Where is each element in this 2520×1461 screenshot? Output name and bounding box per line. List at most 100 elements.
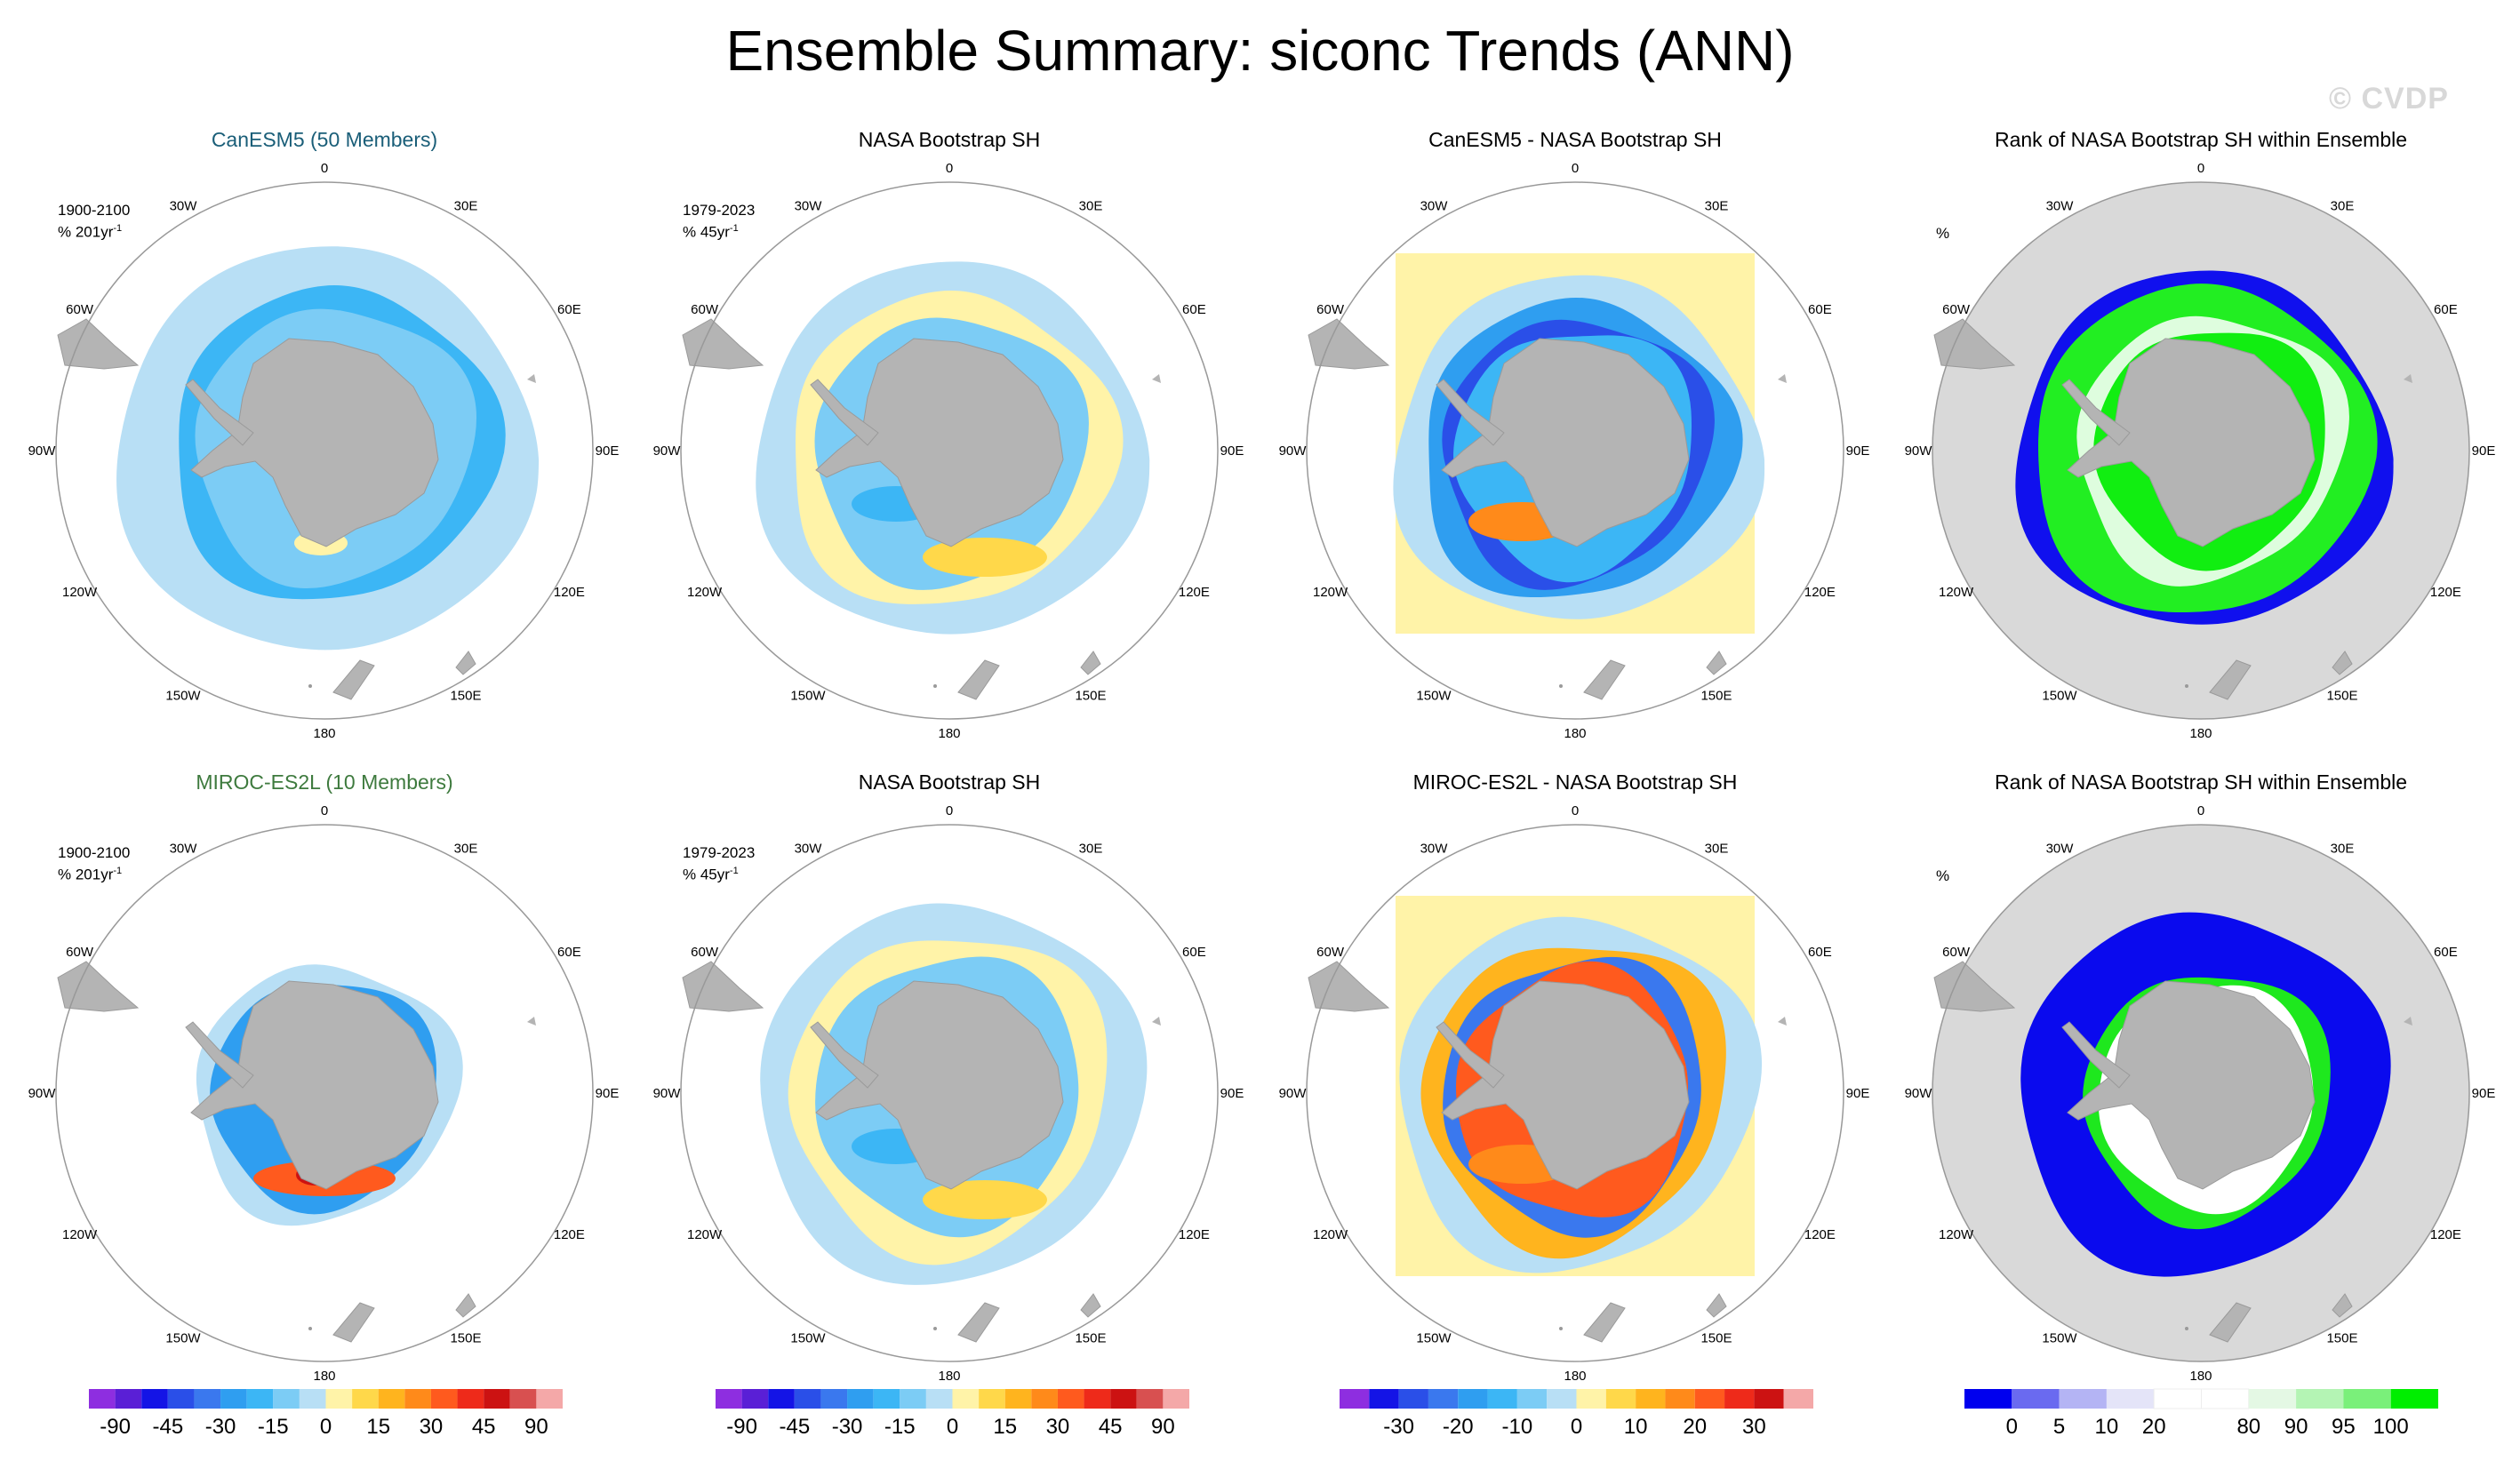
colorbar-tick-label: -15	[258, 1415, 289, 1439]
longitude-label: 180	[2189, 1369, 2212, 1384]
colorbar-swatch	[404, 1389, 431, 1409]
longitude-label: 60W	[66, 302, 94, 317]
panel-title: NASA Bootstrap SH	[858, 770, 1041, 794]
map-panel: 0 30E 60E 90E 120E 150E 180 150W 120W 90W 60W 30W	[653, 803, 1244, 1384]
longitude-label: 180	[313, 726, 335, 741]
percent-label: %	[1936, 867, 1950, 884]
longitude-label: 60E	[2434, 945, 2458, 960]
longitude-label: 0	[321, 803, 328, 818]
longitude-label: 120E	[554, 585, 585, 600]
panel-title: CanESM5 (50 Members)	[211, 128, 438, 151]
colorbar-swatch	[1136, 1389, 1164, 1409]
map-boundary	[1932, 181, 2470, 720]
colorbar-swatch	[1576, 1389, 1606, 1409]
longitude-label: 90E	[596, 443, 620, 459]
longitude-label: 60W	[1316, 945, 1345, 960]
longitude-label: 150W	[2042, 688, 2077, 703]
colorbar-swatch	[1487, 1389, 1517, 1409]
longitude-label: 90W	[653, 1086, 682, 1101]
colorbar-tick-label: 100	[2373, 1415, 2409, 1439]
longitude-label: 120E	[1804, 1227, 1836, 1242]
longitude-label: 30W	[170, 199, 198, 214]
longitude-label: 150E	[1700, 1330, 1732, 1345]
map-boundary	[680, 181, 1219, 720]
trend-colorbar-2: -90 -45 -30 -15 0 15 30 45 90	[716, 1389, 1189, 1439]
colorbar-swatch	[1004, 1389, 1032, 1409]
colorbar-swatch	[2343, 1389, 2391, 1409]
colorbar-tick-label: -90	[726, 1415, 757, 1439]
map-boundary	[55, 824, 594, 1362]
colorbar-swatch	[1428, 1389, 1459, 1409]
map-panel: 0 30E 60E 90E 120E 150E 180 150W 120W 90W 60W 30W	[1905, 803, 2496, 1384]
colorbar-swatch	[1398, 1389, 1428, 1409]
colorbar-tick-label: 0	[320, 1415, 332, 1439]
colorbar-swatch	[167, 1389, 195, 1409]
colorbar-swatch	[1754, 1389, 1784, 1409]
colorbar-swatch	[979, 1389, 1005, 1409]
colorbar-swatch	[220, 1389, 247, 1409]
longitude-label: 30W	[795, 842, 823, 857]
longitude-label: 150W	[790, 1330, 826, 1345]
colorbar-swatch	[925, 1389, 953, 1409]
colorbar-tick-label: 30	[1742, 1415, 1766, 1439]
colorbar-tick-label: 45	[472, 1415, 496, 1439]
colorbar-swatch	[273, 1389, 300, 1409]
longitude-label: 120W	[1313, 585, 1348, 600]
colorbar-swatch	[299, 1389, 326, 1409]
colorbar-swatch	[820, 1389, 848, 1409]
colorbar-swatch	[1340, 1389, 1370, 1409]
colorbar-tick-label: -45	[152, 1415, 183, 1439]
panel-title: NASA Bootstrap SH	[858, 128, 1041, 151]
longitude-label: 90W	[1905, 1086, 1933, 1101]
colorbar-swatch	[2012, 1389, 2060, 1409]
colorbar-swatch	[1605, 1389, 1636, 1409]
colorbar-swatch	[2248, 1389, 2297, 1409]
longitude-label: 180	[938, 1369, 960, 1384]
panel-title: CanESM5 - NASA Bootstrap SH	[1428, 128, 1722, 151]
colorbar-tick-label: 95	[2332, 1415, 2356, 1439]
figure-title: Ensemble Summary: siconc Trends (ANN)	[725, 19, 1795, 83]
colorbar-tick-label: -30	[1383, 1415, 1414, 1439]
colorbar-swatch	[2106, 1389, 2155, 1409]
colorbar-tick-label: 15	[366, 1415, 390, 1439]
map-boundary	[1306, 181, 1844, 720]
colorbar-tick-label: 30	[1046, 1415, 1070, 1439]
longitude-label: 150W	[2042, 1330, 2077, 1345]
longitude-label: 120W	[1939, 585, 1974, 600]
colorbar-swatch	[1163, 1389, 1189, 1409]
longitude-label: 0	[1572, 803, 1579, 818]
longitude-label: 60E	[1808, 945, 1832, 960]
map-boundary	[1306, 824, 1844, 1362]
colorbar-swatch	[2153, 1388, 2202, 1409]
longitude-label: 30W	[2046, 842, 2075, 857]
longitude-label: 30E	[1079, 842, 1103, 857]
map-panel: 0 30E 60E 90E 120E 150E 180 150W 120W 90W 60W 30W	[28, 161, 620, 741]
colorbar-swatch	[1964, 1389, 2012, 1409]
longitude-label: 180	[938, 726, 960, 741]
panel-title: MIROC-ES2L (10 Members)	[196, 770, 453, 794]
colorbar-swatch	[1084, 1389, 1111, 1409]
colorbar-swatch	[1636, 1389, 1666, 1409]
colorbar-swatch	[1665, 1389, 1695, 1409]
colorbar-swatch	[1458, 1389, 1488, 1409]
colorbar-tick-label: -30	[832, 1415, 863, 1439]
colorbar-tick-label: 80	[2236, 1415, 2260, 1439]
colorbar-swatch	[716, 1389, 742, 1409]
colorbar-tick-label: 0	[1571, 1415, 1582, 1439]
colorbar-swatch	[457, 1389, 484, 1409]
period-label: 1900-2100% 201yr-1	[58, 844, 131, 883]
colorbar-swatch	[900, 1389, 926, 1409]
map-panel: 0 30E 60E 90E 120E 150E 180 150W 120W 90W 60W 30W	[1279, 161, 1870, 741]
longitude-label: 120W	[1313, 1227, 1348, 1242]
colorbar-swatch	[873, 1389, 900, 1409]
colorbar-swatch	[1031, 1389, 1058, 1409]
colorbar-swatch	[430, 1389, 458, 1409]
map-boundary	[680, 824, 1219, 1362]
colorbar-tick-label: 20	[1683, 1415, 1707, 1439]
longitude-label: 60W	[1942, 302, 1971, 317]
longitude-label: 150E	[1700, 688, 1732, 703]
colorbar-swatch	[952, 1389, 980, 1409]
longitude-label: 180	[313, 1369, 335, 1384]
